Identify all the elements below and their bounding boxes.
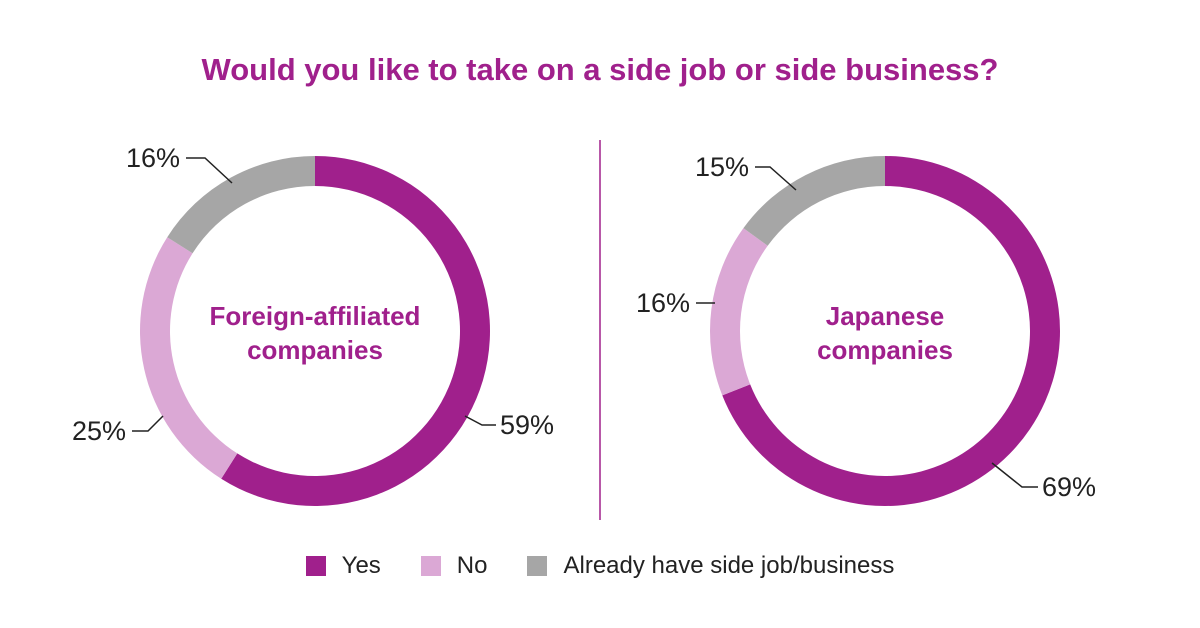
leader-line-yes xyxy=(464,415,496,426)
leader-line-already-have-side-job-business xyxy=(186,157,233,184)
slice-already-have-side-job-business xyxy=(167,156,315,254)
donut-center-label: Japanese companies xyxy=(817,301,953,365)
data-label-no: 25% xyxy=(72,416,126,446)
legend-label-already: Already have side job/business xyxy=(563,552,895,579)
legend-item-no: No xyxy=(420,552,488,580)
chart-title: Would you like to take on a side job or … xyxy=(201,52,999,87)
leader-line-yes xyxy=(991,462,1038,488)
legend-swatch-already xyxy=(527,556,548,576)
slice-yes xyxy=(221,156,491,506)
donut-center-label: Foreign-affiliated companies xyxy=(210,301,421,365)
leader-line-no xyxy=(132,415,164,432)
slice-already-have-side-job-business xyxy=(743,156,885,246)
legend-swatch-yes xyxy=(305,556,326,576)
data-label-yes: 59% xyxy=(500,410,554,440)
data-label-already-have-side-job-business: 16% xyxy=(126,143,180,173)
slice-no xyxy=(140,237,238,479)
data-label-yes: 69% xyxy=(1042,472,1096,502)
legend-swatch-no xyxy=(420,556,441,576)
slice-no xyxy=(710,228,768,396)
legend: Yes No Already have side job/business xyxy=(0,552,1200,580)
data-label-no: 16% xyxy=(636,288,690,318)
data-label-already-have-side-job-business: 15% xyxy=(695,152,749,182)
legend-item-yes: Yes xyxy=(305,552,381,580)
legend-label-no: No xyxy=(456,552,488,579)
legend-item-already: Already have side job/business xyxy=(527,552,894,580)
leader-line-already-have-side-job-business xyxy=(755,166,797,191)
donut-japanese: 69% 16% 15% Japanese companies xyxy=(636,152,1096,506)
legend-label-yes: Yes xyxy=(341,552,381,579)
donut-foreign-affiliated: 59% 25% 16% Foreign-affiliated companies xyxy=(72,143,554,506)
